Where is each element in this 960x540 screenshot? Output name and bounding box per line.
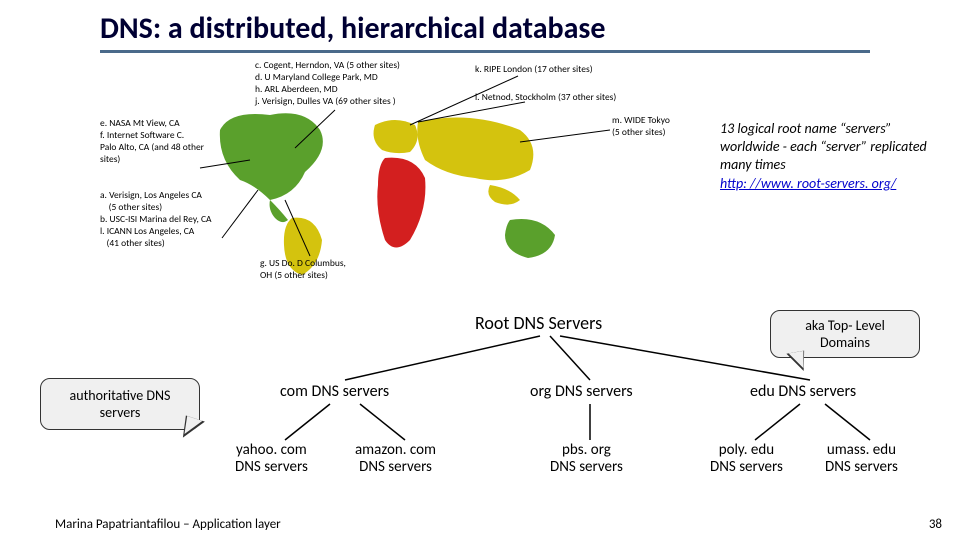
leaf-pbs: pbs. org DNS servers	[550, 442, 623, 477]
leaf-amazon: amazon. com DNS servers	[355, 442, 436, 477]
slide-number: 38	[929, 517, 942, 532]
tld-edu: edu DNS servers	[750, 382, 856, 401]
root-servers-link[interactable]: http: //www. root-servers. org/	[720, 175, 896, 192]
root-servers-info: 13 logical root name “servers” worldwide…	[720, 120, 930, 193]
tld-com: com DNS servers	[280, 382, 389, 401]
authoritative-bubble: authoritative DNS servers	[40, 378, 200, 430]
leaf-yahoo: yahoo. com DNS servers	[235, 442, 308, 477]
dns-tree: com DNS servers org DNS servers edu DNS …	[210, 332, 930, 492]
root-servers-text: 13 logical root name “servers” worldwide…	[720, 120, 927, 173]
tld-bubble-tail-fill	[789, 351, 807, 370]
leaf-umass: umass. edu DNS servers	[825, 442, 898, 477]
footer-author: Marina Papatriantafilou – Application la…	[55, 517, 281, 532]
tld-org: org DNS servers	[530, 382, 633, 401]
leaf-poly: poly. edu DNS servers	[710, 442, 783, 477]
root-dns-label: Root DNS Servers	[475, 312, 602, 334]
